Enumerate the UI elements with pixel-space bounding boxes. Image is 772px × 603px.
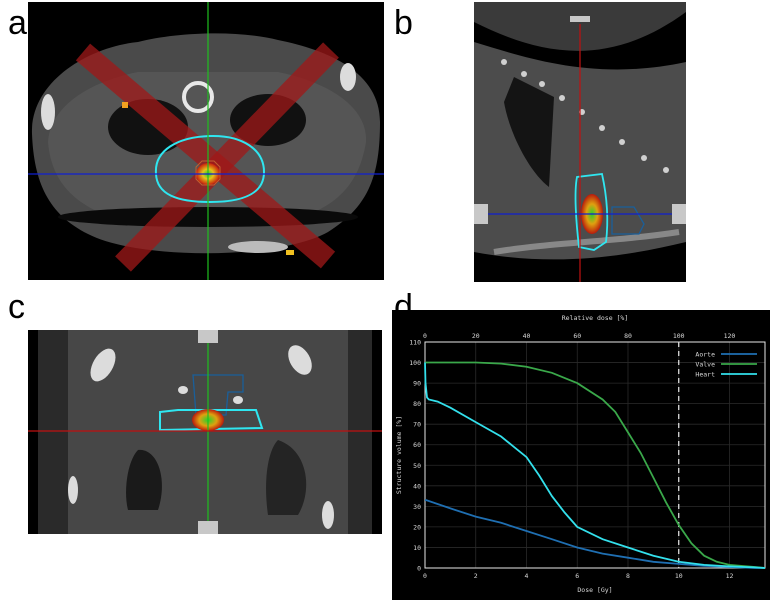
x-tick-label: 10	[675, 572, 683, 580]
x-tick-label: 8	[626, 572, 630, 580]
top-tick-label: 100	[673, 332, 685, 340]
chart-legend: Aorte Valve Heart	[695, 351, 757, 379]
plot-frame	[424, 341, 766, 569]
x-tick-label: 12	[726, 572, 734, 580]
legend-label: Aorte	[695, 351, 715, 359]
panel-label-a: a	[8, 4, 27, 42]
y-tick-label: 110	[409, 339, 421, 347]
heart-contour	[154, 134, 266, 204]
x-tick-label: 0	[423, 572, 427, 580]
ct-sagittal-view[interactable]	[474, 2, 686, 282]
y-tick-label: 80	[413, 400, 421, 408]
lung-region	[504, 77, 554, 187]
top-tick-label: 40	[523, 332, 531, 340]
heart-contour	[159, 409, 264, 432]
y-tick-label: 60	[413, 441, 421, 449]
panel-label-b: b	[394, 4, 413, 42]
dvh-chart: 0 10 20 30 40 50 60 70 80 90 100 110 0 2 4 6 8 10 12 0 20 40 6…	[392, 310, 770, 600]
top-tick-label: 120	[724, 332, 736, 340]
series-line-valve	[425, 361, 766, 569]
ct-axial-view[interactable]	[28, 2, 384, 280]
top-tick-label: 20	[472, 332, 480, 340]
series-line-heart	[424, 362, 766, 569]
top-tick-label: 80	[624, 332, 632, 340]
y-tick-label: 40	[413, 482, 421, 490]
top-tick-label: 60	[573, 332, 581, 340]
x-tick-label: 4	[525, 572, 529, 580]
y-tick-label: 50	[413, 462, 421, 470]
top-tick-label: 0	[423, 332, 427, 340]
y-tick-label: 10	[413, 544, 421, 552]
y-tick-label: 100	[409, 359, 421, 367]
x-tick-label: 6	[575, 572, 579, 580]
crosshair-handle-icon[interactable]	[672, 204, 686, 224]
y-tick-label: 90	[413, 380, 421, 388]
crosshair-handle-icon[interactable]	[570, 16, 590, 22]
crosshair-handle-icon[interactable]	[474, 204, 488, 224]
y-tick-label: 20	[413, 523, 421, 531]
crosshair-handle-icon[interactable]	[198, 521, 218, 534]
y-tick-label: 30	[413, 503, 421, 511]
x-tick-label: 2	[474, 572, 478, 580]
heart-contour	[574, 173, 609, 251]
ct-coronal-view[interactable]	[28, 330, 382, 534]
y-axis-label: Structure volume [%]	[395, 416, 403, 494]
lung-region	[126, 449, 162, 510]
panel-label-c: c	[8, 288, 25, 326]
aorta-contour	[611, 206, 645, 235]
legend-label: Heart	[695, 371, 715, 379]
y-tick-label: 70	[413, 421, 421, 429]
top-axis-label: Relative dose [%]	[562, 314, 629, 322]
y-tick-label: 0	[417, 565, 421, 573]
legend-label: Valve	[695, 361, 715, 369]
x-axis-label: Dose [Gy]	[577, 586, 612, 594]
crosshair-handle-icon[interactable]	[198, 330, 218, 343]
